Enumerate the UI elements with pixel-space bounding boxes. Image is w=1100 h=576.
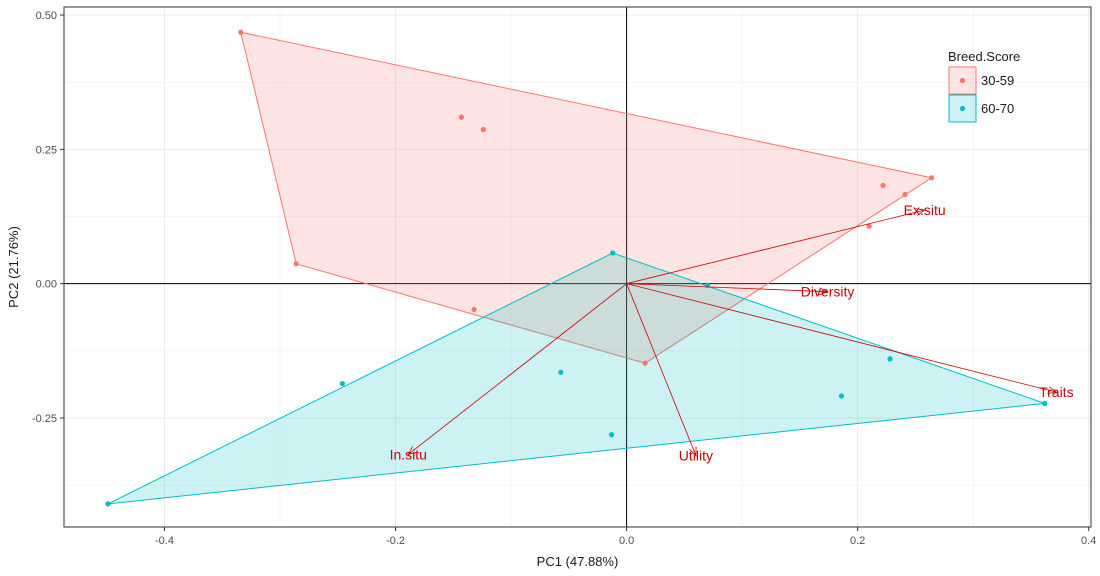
loading-vectors: Ex.situ Diversity Traits Utility In.situ xyxy=(390,202,1074,463)
x-tick-label: -0.4 xyxy=(155,535,174,547)
x-tick-label: 0.4 xyxy=(1081,535,1096,547)
loading-arrow-traits xyxy=(626,283,1057,393)
data-point xyxy=(105,501,111,507)
x-tick-label: 0.0 xyxy=(619,535,634,547)
data-point xyxy=(608,432,615,438)
x-tick-label: 0.2 xyxy=(850,535,865,547)
y-tick-label: 0.50 xyxy=(36,10,57,22)
arrow-head xyxy=(689,446,697,457)
loading-arrow-diversity xyxy=(626,283,828,293)
legend-item-60-70: 60-70 xyxy=(948,94,1014,123)
data-point xyxy=(902,191,908,198)
data-point xyxy=(880,182,886,188)
loading-arrow-in-situ xyxy=(408,283,627,455)
data-point xyxy=(838,393,845,399)
loading-label: Utility xyxy=(679,448,713,464)
legend-key-point xyxy=(959,105,966,112)
legend-title: Breed.Score xyxy=(948,49,1020,64)
y-tick-label: -0.25 xyxy=(32,413,57,425)
data-point xyxy=(558,369,564,375)
data-point xyxy=(238,29,244,35)
arrow-head xyxy=(1047,386,1058,394)
reference-lines xyxy=(64,7,1091,527)
hull-60-70 xyxy=(107,252,1045,505)
arrow-head xyxy=(819,287,829,296)
loading-label: In.situ xyxy=(390,446,427,462)
y-tick-label: 0.25 xyxy=(36,144,57,156)
arrow-head xyxy=(915,208,926,216)
legend-label: 60-70 xyxy=(981,101,1014,116)
data-point xyxy=(887,356,893,362)
loading-label: Diversity xyxy=(801,284,855,300)
y-tick-label: 0.00 xyxy=(36,279,57,291)
data-point xyxy=(928,175,935,181)
hull-polygons xyxy=(107,31,1045,505)
x-tick-label: -0.2 xyxy=(386,535,405,547)
y-axis-title: PC2 (21.76%) xyxy=(6,226,21,308)
loading-arrow-ex-situ xyxy=(626,209,925,285)
data-point xyxy=(293,261,299,267)
axis-ticks: -0.4 -0.2 0.0 0.2 0.4 -0.25 0.00 0.25 0.50 xyxy=(32,10,1096,547)
data-point xyxy=(339,380,346,387)
legend: Breed.Score 30-59 60-70 xyxy=(948,49,1020,123)
x-axis-title: PC1 (47.88%) xyxy=(537,554,619,569)
loading-label: Traits xyxy=(1039,384,1073,400)
data-points xyxy=(105,29,1048,507)
arrow-head xyxy=(407,446,418,456)
data-point xyxy=(458,114,464,120)
data-point xyxy=(1042,400,1048,407)
data-point xyxy=(471,306,477,313)
legend-item-30-59: 30-59 xyxy=(948,66,1014,95)
data-point xyxy=(610,250,616,256)
loading-arrow-utility xyxy=(626,283,697,456)
loading-label: Ex.situ xyxy=(904,202,946,218)
legend-key-point xyxy=(959,77,966,84)
legend-label: 30-59 xyxy=(981,73,1014,88)
data-point xyxy=(642,360,648,366)
data-point xyxy=(480,126,486,133)
data-point xyxy=(866,223,872,229)
plot-border xyxy=(63,6,1092,528)
